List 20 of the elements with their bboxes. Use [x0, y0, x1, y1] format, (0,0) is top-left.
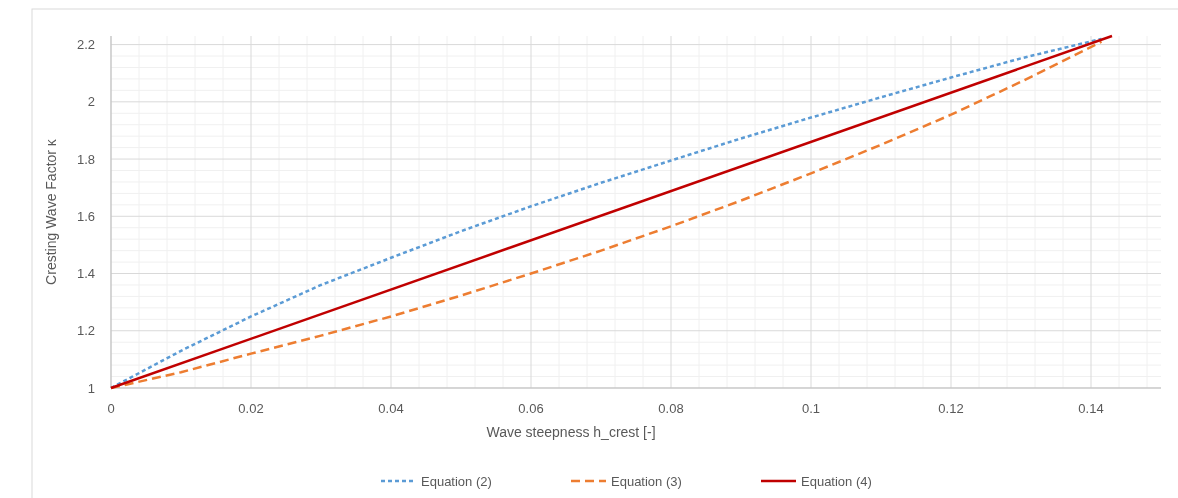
y-tick-label: 1 — [87, 380, 95, 396]
x-tick-label: 0.08 — [658, 401, 684, 416]
x-axis-title: Wave steepness h_crest [-] — [486, 424, 656, 440]
legend-label: Equation (4) — [801, 473, 872, 489]
y-tick-label: 2.2 — [76, 37, 95, 53]
x-tick-label: 0 — [107, 401, 115, 416]
x-tick-label: 0.04 — [378, 401, 404, 416]
y-tick-label: 1.2 — [76, 323, 95, 339]
x-tick-label: 0.02 — [238, 401, 264, 416]
legend-label: Equation (3) — [611, 473, 682, 489]
x-tick-label: 0.06 — [518, 401, 544, 416]
legend-label: Equation (2) — [421, 473, 492, 489]
x-tick-label: 0.1 — [801, 401, 821, 416]
y-tick-label: 1.4 — [76, 266, 95, 282]
x-tick-label: 0.12 — [938, 401, 964, 416]
y-tick-label: 1.8 — [76, 151, 95, 167]
y-tick-label: 2 — [87, 94, 95, 110]
y-axis-title: Cresting Wave Factor κ — [43, 138, 59, 285]
y-tick-label: 1.6 — [76, 208, 95, 224]
x-tick-label: 0.14 — [1078, 401, 1104, 416]
